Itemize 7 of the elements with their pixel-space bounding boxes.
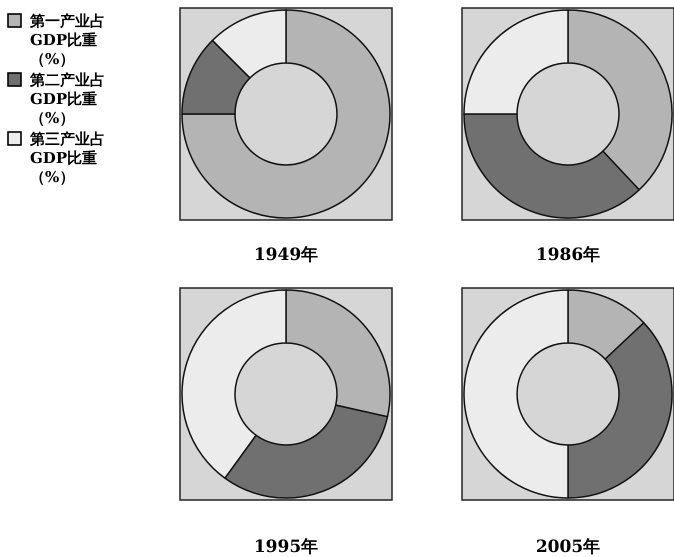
legend-label: 第三产业占GDP比重（%） [29, 130, 105, 186]
text: 1949年 [254, 245, 318, 265]
legend-label: 第一产业占GDP比重（%） [29, 12, 105, 68]
text: 2005年 [536, 537, 600, 557]
legend-label: 第二产业占GDP比重（%） [29, 71, 105, 127]
text: 1986年 [536, 245, 600, 265]
text: 1995年 [254, 537, 318, 557]
